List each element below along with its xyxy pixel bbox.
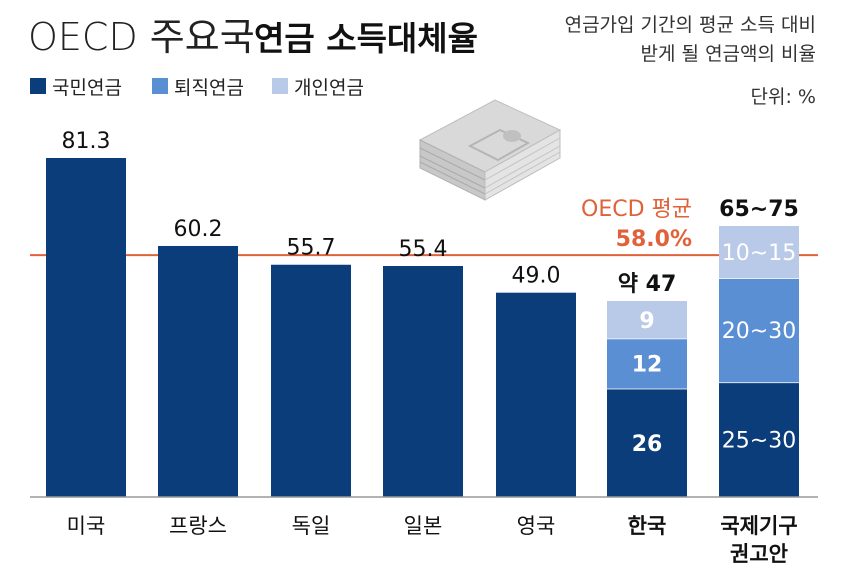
stack-5-segment-label-0: 26 <box>632 432 663 457</box>
unit-label: 단위: % <box>751 86 816 108</box>
chart-title-light: OECD 주요국 <box>28 15 255 59</box>
legend-label-personal: 개인연금 <box>294 77 364 99</box>
legend-swatch-national <box>30 78 46 94</box>
stack-6-segment-0 <box>719 382 799 497</box>
category-label-2: 독일 <box>292 514 331 538</box>
bar-4 <box>496 292 576 497</box>
bar-0 <box>46 158 126 497</box>
stack-6-segment-label-1: 20~30 <box>722 319 796 344</box>
legend-swatch-retirement <box>152 78 168 94</box>
legend: 국민연금 퇴직연금 개인연금 <box>30 77 364 99</box>
stack-5-segment-label-1: 12 <box>632 353 663 378</box>
category-label-5: 한국 <box>628 514 667 538</box>
stack-6-segment-2 <box>719 225 799 279</box>
oecd-average-label: OECD 평균 <box>581 197 692 222</box>
stack-5-total-label: 약 47 <box>618 272 677 297</box>
category-label-6-line-1: 권고안 <box>730 542 788 566</box>
bar-value-label-3: 55.4 <box>399 237 448 262</box>
stack-6-total-label: 65~75 <box>719 197 799 222</box>
stack-5-segment-1 <box>607 338 687 389</box>
category-label-4: 영국 <box>517 514 556 538</box>
stack-5-segment-label-2: 9 <box>639 309 654 334</box>
bar-value-label-1: 60.2 <box>174 217 223 242</box>
bar-value-label-0: 81.3 <box>62 129 111 154</box>
legend-label-national: 국민연금 <box>52 77 122 99</box>
legend-swatch-personal <box>272 78 288 94</box>
stack-6-segment-1 <box>719 278 799 383</box>
legend-label-retirement: 퇴직연금 <box>174 77 244 99</box>
category-label-3: 일본 <box>404 514 443 538</box>
bar-3 <box>383 265 463 497</box>
bars-group: 81.3 60.2 55.7 55.4 49.0 26 12 9 약 47 25~30 20~30 1… <box>46 129 799 497</box>
subtitle-line-2: 받게 될 연금액의 비율 <box>641 43 816 65</box>
bar-2 <box>271 264 351 497</box>
category-label-0: 미국 <box>67 514 106 538</box>
category-label-6-line-0: 국제기구 <box>720 514 797 538</box>
stack-6-segment-label-2: 10~15 <box>722 241 796 266</box>
stack-5-segment-0 <box>607 388 687 497</box>
subtitle-line-1: 연금가입 기간의 평균 소득 대비 <box>565 14 816 36</box>
bar-value-label-4: 49.0 <box>512 264 561 289</box>
category-label-1: 프랑스 <box>169 514 227 538</box>
oecd-average-value: 58.0% <box>616 227 692 252</box>
bar-1 <box>158 245 238 497</box>
money-stack-icon <box>418 99 562 201</box>
stack-5-segment-2 <box>607 301 687 339</box>
stack-6-segment-label-0: 25~30 <box>722 429 796 454</box>
bar-value-label-2: 55.7 <box>287 236 336 261</box>
chart-title-bold: 연금 소득대체율 <box>254 19 478 58</box>
